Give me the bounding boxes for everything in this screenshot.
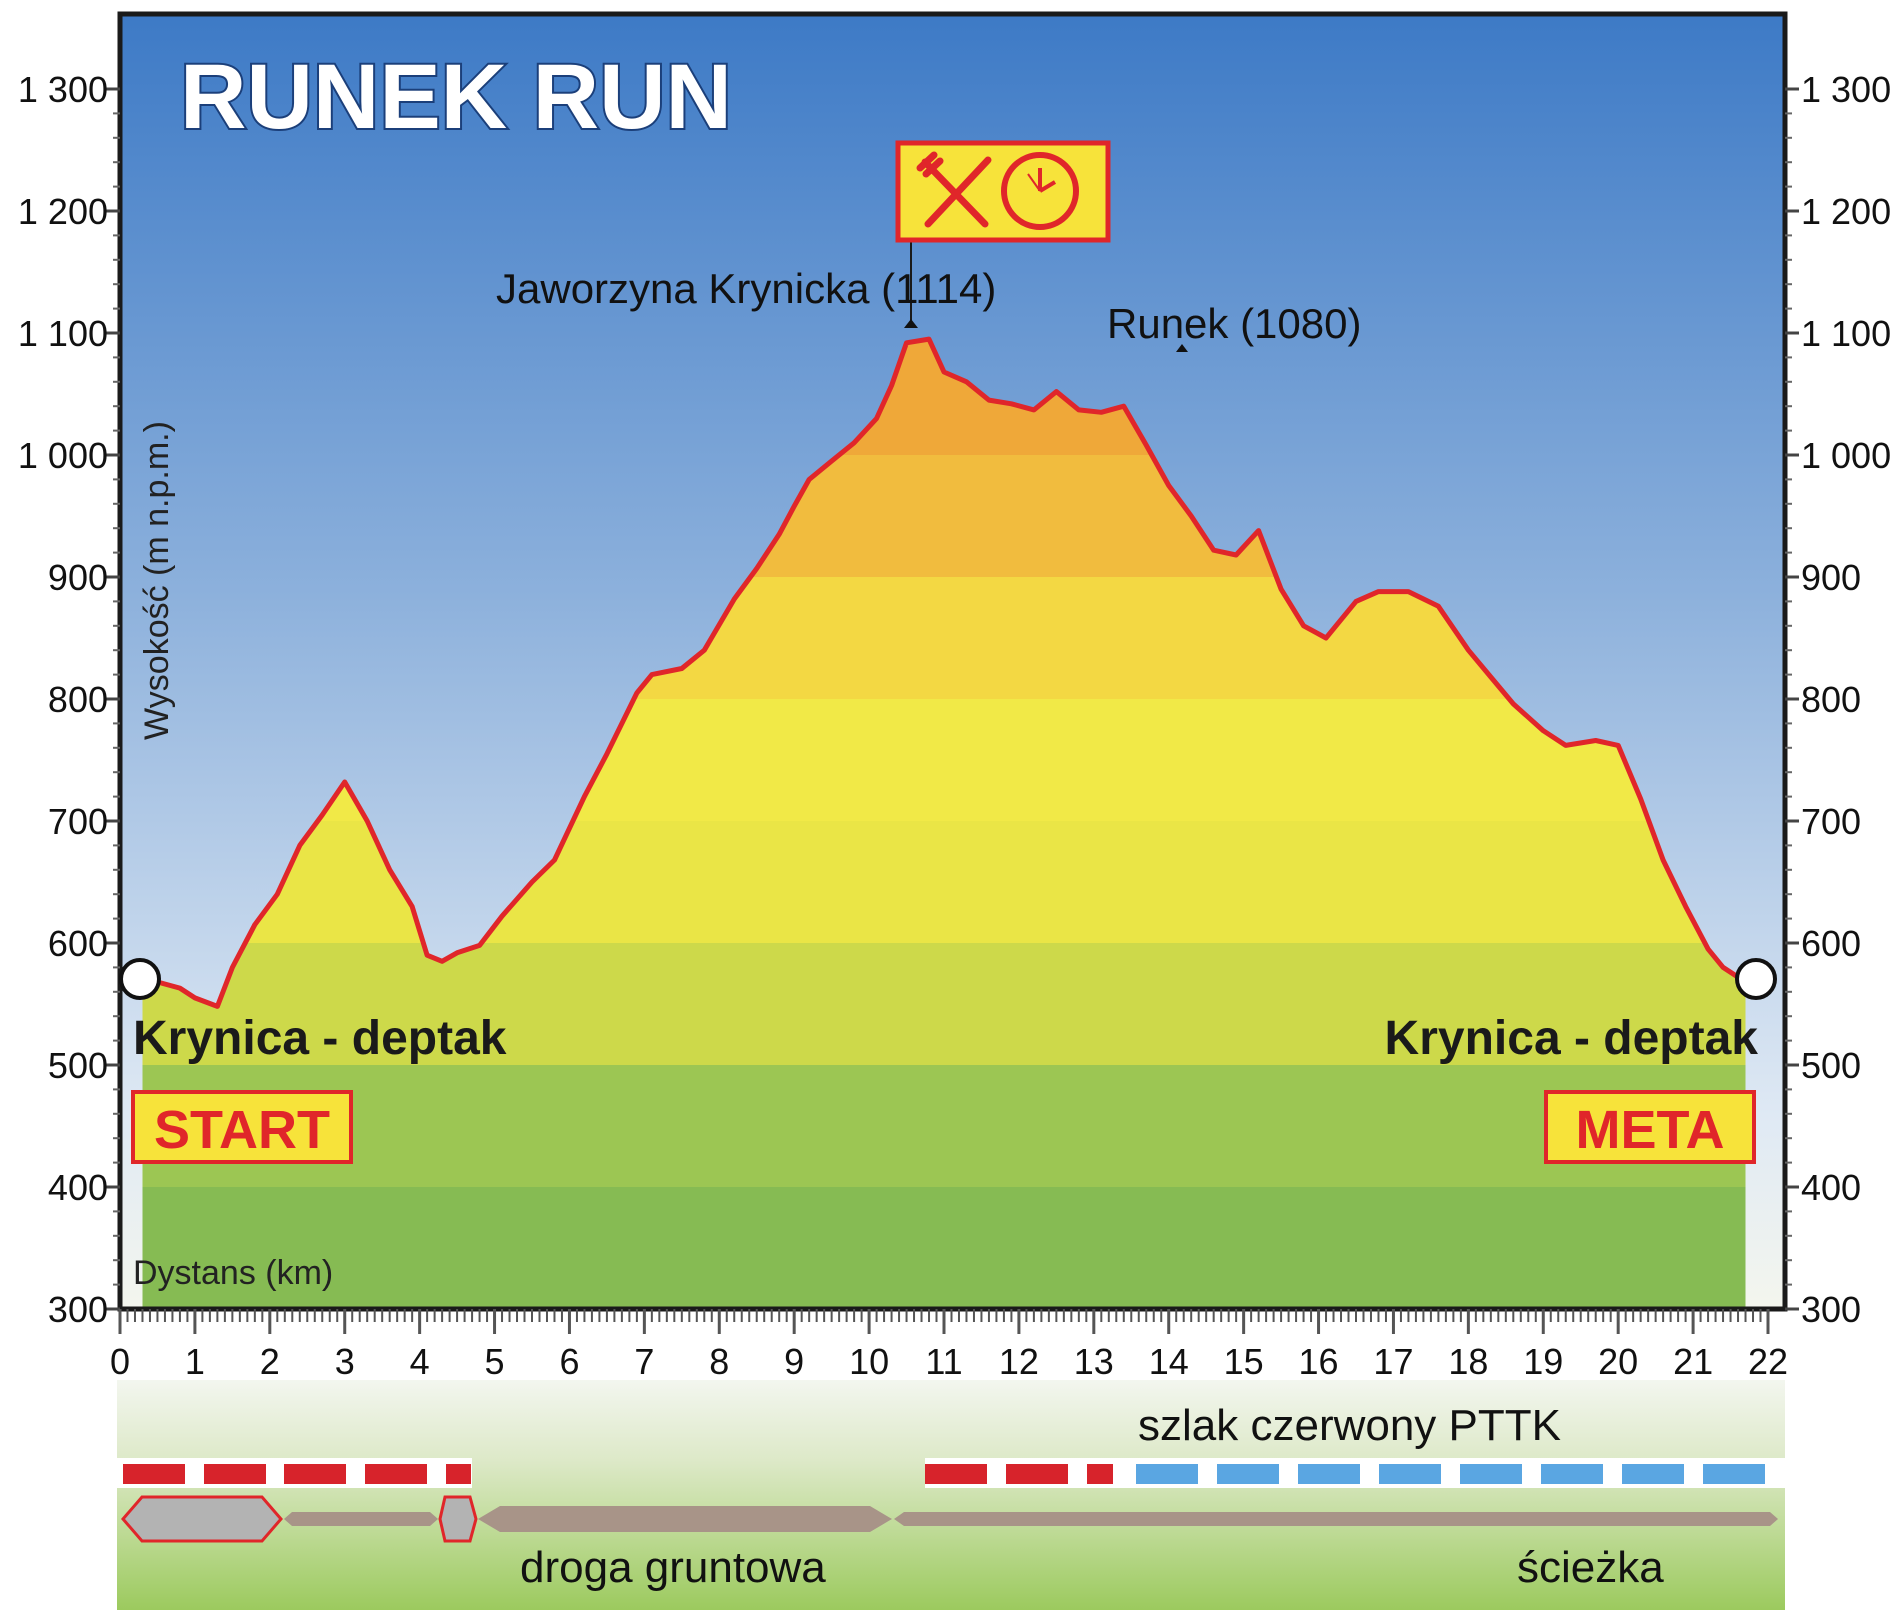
x-axis: 0 1 2 3 4 5 6 7 8 9 10 11 12 13 14 15 16 17 18 19 20 21 22 [110,1309,1788,1382]
x-axis-label: Dystans (km) [133,1254,333,1292]
y-tick-label-right: 700 [1801,801,1861,842]
plot-frame [117,11,1788,1312]
band-400-500 [142,1065,1746,1187]
start-box [131,1090,353,1164]
x-tick-label: 10 [849,1341,889,1382]
y-axis-right: 300 400 500 600 700 800 900 1 000 1 100 1 200 1 30… [1785,69,1891,1330]
y-tick-label-left: 600 [48,923,108,964]
x-tick-label: 8 [709,1341,729,1382]
y-tick-label-left: 500 [48,1045,108,1086]
y-tick-label-left: 1 300 [18,69,108,110]
meta-label: META [1576,1100,1725,1160]
y-tick-label-left: 400 [48,1167,108,1208]
peak-marker-runek [1176,344,1188,352]
cutlery-icon [916,151,992,228]
y-tick-label-left: 300 [48,1289,108,1330]
y-tick-label-right: 900 [1801,557,1861,598]
y-tick-label-right: 1 300 [1801,69,1891,110]
x-tick-label: 21 [1673,1341,1713,1382]
x-tick-label: 2 [260,1341,280,1382]
start-label: START [154,1100,330,1160]
band-300-400 [142,1187,1746,1309]
y-tick-label-left: 900 [48,557,108,598]
x-tick-label: 11 [925,1341,962,1382]
x-tick-label: 14 [1149,1341,1189,1382]
x-tick-label: 15 [1224,1341,1264,1382]
x-tick-label: 5 [485,1341,505,1382]
y-tick-label-right: 800 [1801,679,1861,720]
blue-trail-dashes [1136,1464,1765,1484]
dirt-road-label: droga gruntowa [520,1543,826,1592]
x-tick-label: 0 [110,1341,130,1382]
y-tick-label-right: 1 100 [1801,313,1891,354]
x-tick-label: 20 [1598,1341,1638,1382]
trail-legend: szlak czerwony PTTK [117,1380,1785,1610]
x-tick-label: 17 [1373,1341,1413,1382]
y-tick-label-left: 1 100 [18,313,108,354]
x-tick-label: 9 [784,1341,804,1382]
x-tick-label: 3 [335,1341,355,1382]
elevation-profile-line [142,336,1747,1009]
meta-box [1544,1090,1756,1164]
dirt-road-section-2 [478,1506,892,1532]
end-place-label: Krynica - deptak [1385,1012,1759,1065]
x-tick-label: 16 [1299,1341,1339,1382]
y-tick-label-right: 600 [1801,923,1861,964]
paved-section-1 [121,1495,283,1543]
red-trail-dashes [123,1464,1113,1484]
footpath-label: ścieżka [1517,1543,1664,1592]
y-tick-label-right: 1 000 [1801,435,1891,476]
y-tick-label-left: 700 [48,801,108,842]
x-tick-label: 12 [999,1341,1039,1382]
chart-title: RUNEK RUN [180,46,732,148]
y-tick-label-left: 800 [48,679,108,720]
y-tick-label-right: 500 [1801,1045,1861,1086]
y-tick-label-right: 300 [1801,1289,1861,1330]
y-tick-label-left: 1 200 [18,191,108,232]
band-500-600 [142,943,1746,1065]
x-tick-label: 22 [1748,1341,1788,1382]
y-tick-label-right: 400 [1801,1167,1861,1208]
start-place-label: Krynica - deptak [133,1012,507,1065]
y-tick-label-right: 1 200 [1801,191,1891,232]
x-tick-label: 4 [410,1341,430,1382]
x-tick-label: 13 [1074,1341,1114,1382]
dirt-road-section-1 [284,1512,438,1526]
x-tick-label: 1 [185,1341,205,1382]
x-tick-label: 18 [1448,1341,1488,1382]
x-tick-label: 6 [559,1341,579,1382]
footpath-section [894,1512,1778,1526]
band-600-700 [142,821,1746,943]
peak-label-runek: Runek (1080) [1107,300,1361,347]
y-tick-label-left: 1 000 [18,435,108,476]
trail-label: szlak czerwony PTTK [1138,1401,1561,1450]
clock-icon [1001,152,1079,230]
x-tick-label: 7 [634,1341,654,1382]
y-axis-label: Wysokość (m n.p.m.) [138,421,176,740]
x-tick-label: 19 [1523,1341,1563,1382]
y-axis-left: 300 400 500 600 700 800 900 1 000 1 100 1 200 1 30… [18,69,120,1330]
end-point [1735,958,1777,1000]
peak-marker-jaworzyna [904,319,918,328]
start-point [119,958,161,1000]
paved-section-2 [438,1495,478,1543]
peak-label-jaworzyna: Jaworzyna Krynicka (1114) [496,265,996,312]
aid-station-marker [895,140,1111,322]
